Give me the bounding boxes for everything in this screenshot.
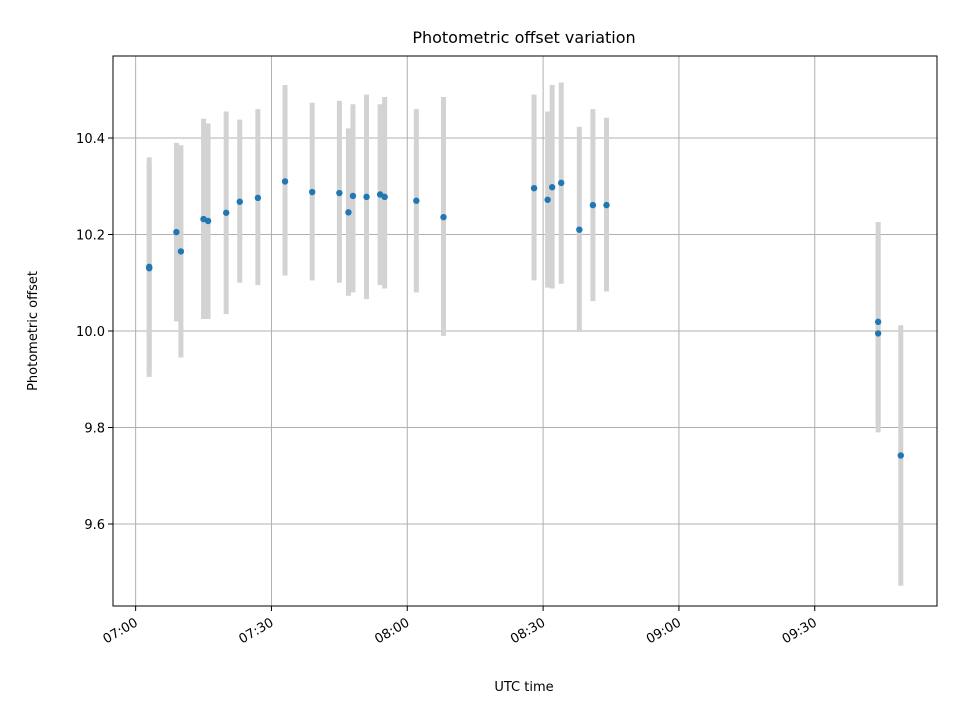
x-tick-label: 07:30 (237, 615, 277, 647)
data-point (381, 193, 388, 201)
data-point (874, 330, 882, 337)
axis-ticks: 9.6 9.8 10.0 10.2 10.4 07:00 07:30 08:00 08:30 09… (76, 132, 820, 647)
data-point (897, 452, 904, 459)
data-point (349, 192, 357, 200)
data-point (576, 226, 583, 233)
data-point (530, 184, 538, 192)
grid (113, 56, 937, 606)
error-bars (146, 82, 904, 586)
data-point (413, 197, 420, 204)
data-point (603, 201, 610, 209)
y-tick-label: 10.2 (76, 229, 105, 244)
x-axis-label: UTC time (494, 680, 553, 695)
data-point (345, 209, 352, 216)
data-point (440, 213, 447, 221)
chart-title: Photometric offset variation (412, 28, 635, 47)
data-point (173, 228, 180, 236)
x-tick-label: 08:30 (508, 615, 548, 647)
data-point (336, 189, 343, 197)
data-point (874, 318, 882, 326)
data-point (363, 193, 370, 201)
data-point (146, 265, 153, 272)
x-tick-label: 08:00 (372, 615, 412, 647)
data-point (236, 198, 243, 205)
data-point (309, 188, 316, 196)
y-tick-label: 10.4 (76, 132, 105, 147)
data-point (558, 179, 565, 187)
data-point (204, 217, 212, 225)
x-tick-label: 09:00 (644, 615, 684, 647)
data-point (548, 184, 556, 191)
data-point (254, 194, 262, 202)
y-tick-label: 9.6 (84, 518, 105, 533)
x-tick-label: 09:30 (780, 615, 820, 647)
data-points (146, 178, 904, 459)
y-axis-label: Photometric offset (26, 271, 41, 391)
y-tick-label: 10.0 (76, 325, 105, 340)
data-point (589, 201, 597, 209)
data-point (222, 209, 230, 216)
y-tick-label: 9.8 (84, 421, 105, 436)
data-point (281, 178, 289, 185)
data-point (177, 248, 185, 255)
x-tick-label: 07:00 (101, 615, 141, 647)
data-point (544, 196, 551, 203)
